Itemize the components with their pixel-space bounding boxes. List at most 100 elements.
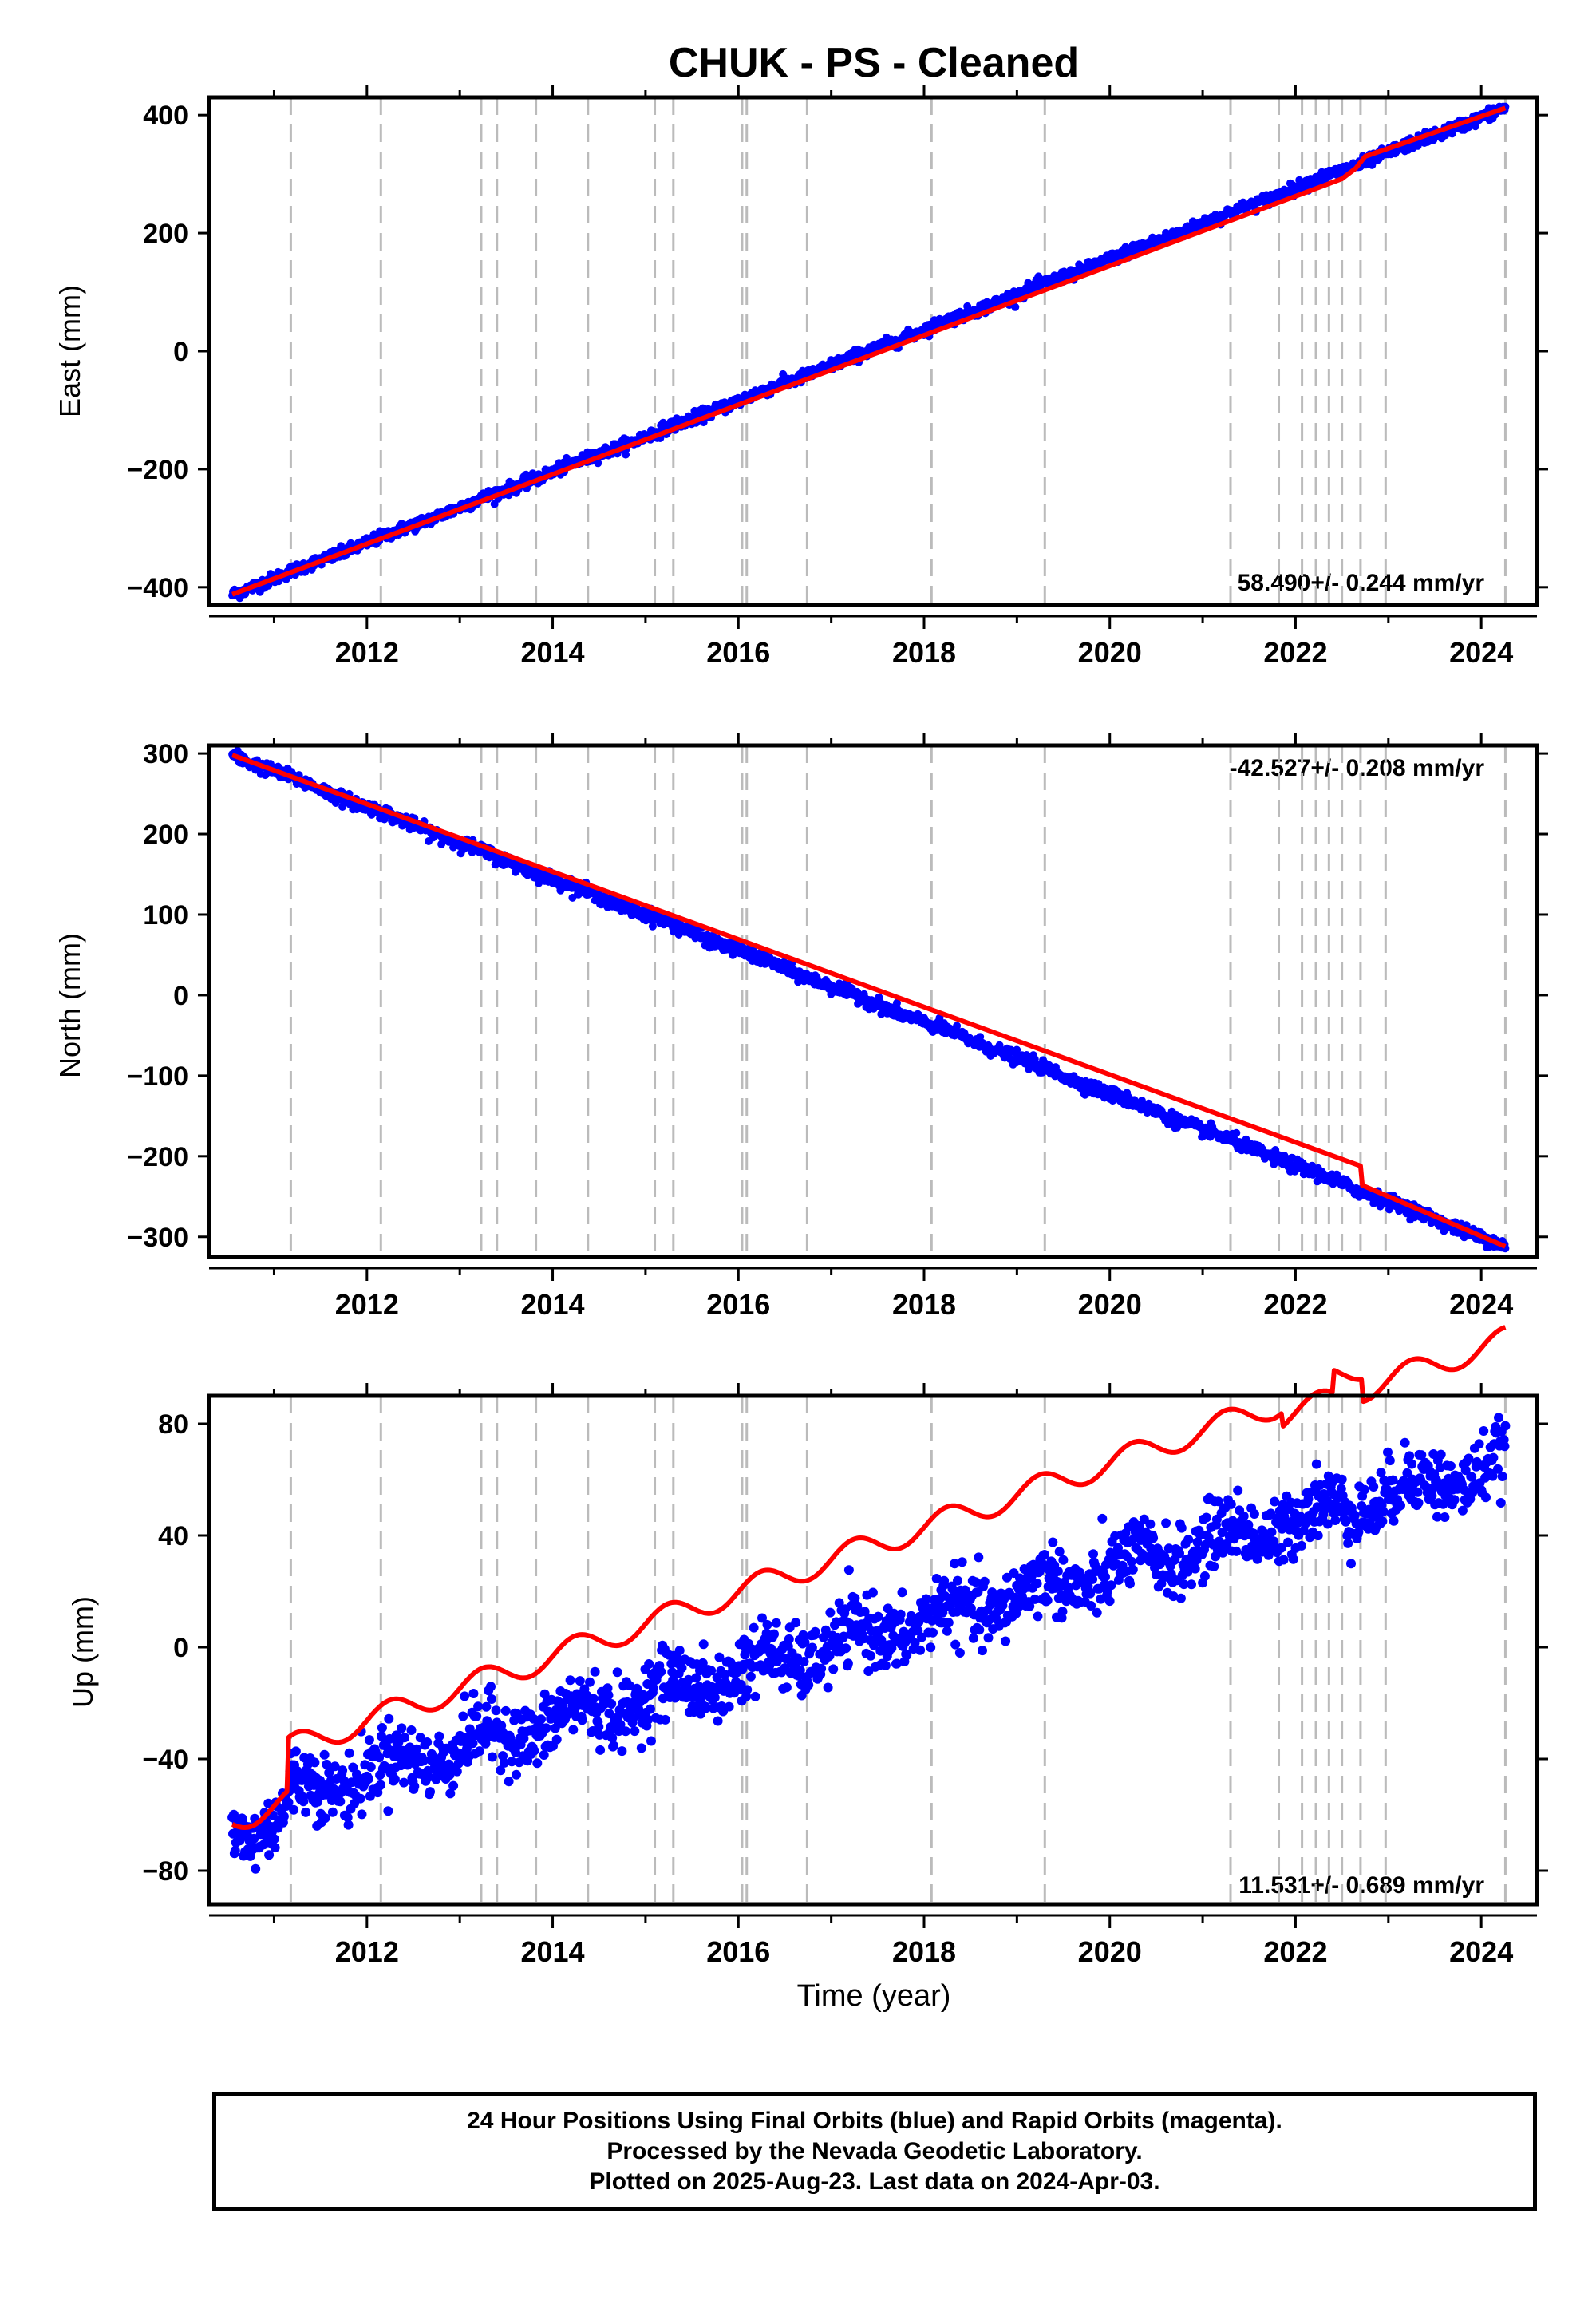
up-point (866, 1650, 876, 1661)
up-point (357, 1809, 367, 1820)
up-point (646, 1704, 655, 1714)
east-x-tick-label: 2016 (706, 636, 770, 669)
east-x-ticks: 2012 2014 2016 2018 2020 2022 2024 (209, 85, 1537, 669)
up-point (646, 1736, 656, 1746)
up-point (384, 1713, 394, 1724)
up-point (588, 1694, 598, 1704)
east-point (1448, 129, 1456, 138)
up-point (810, 1626, 820, 1637)
up-point (867, 1587, 878, 1598)
panel-east: East (mm) 58.490+/- 0.244 mm/yr −400−200… (53, 85, 1548, 669)
up-point (422, 1737, 433, 1747)
north-point (893, 998, 901, 1007)
up-point (749, 1622, 759, 1633)
up-point (575, 1676, 585, 1686)
north-point (648, 922, 657, 931)
up-point (251, 1863, 261, 1874)
up-point (279, 1812, 289, 1821)
up-point (1175, 1593, 1186, 1603)
up-point (841, 1643, 851, 1654)
up-point (953, 1575, 962, 1586)
up-point (1176, 1523, 1187, 1533)
up-point (617, 1746, 627, 1757)
north-point (1232, 1128, 1241, 1137)
up-point (843, 1658, 853, 1669)
up-point (843, 1565, 854, 1575)
chart-title: CHUK - PS - Cleaned (669, 40, 1079, 86)
up-point (364, 1735, 374, 1745)
east-y-axis-label: East (mm) (53, 285, 86, 417)
up-point (1100, 1571, 1110, 1582)
up-point (473, 1701, 484, 1712)
up-point (612, 1667, 622, 1678)
east-y-tick-label: 200 (143, 219, 188, 249)
up-point (1190, 1563, 1200, 1574)
up-point (536, 1714, 546, 1725)
up-point (1270, 1496, 1280, 1507)
north-x-tick-label: 2016 (706, 1288, 770, 1321)
up-point (374, 1753, 385, 1763)
up-point (1097, 1513, 1108, 1524)
up-point (656, 1666, 666, 1677)
north-point (953, 1022, 962, 1030)
north-y-tick-label: 200 (143, 820, 188, 850)
up-point (677, 1662, 687, 1673)
up-point (532, 1758, 543, 1769)
up-point (1183, 1535, 1194, 1545)
up-point (648, 1683, 658, 1694)
up-point (799, 1657, 809, 1666)
up-point (529, 1745, 539, 1756)
up-point (791, 1618, 801, 1628)
up-point (1057, 1607, 1068, 1617)
up-point (290, 1746, 301, 1757)
east-point (1471, 122, 1479, 131)
up-point (487, 1694, 496, 1704)
up-point (713, 1716, 723, 1726)
up-point (1145, 1519, 1156, 1529)
up-y-axis-label: Up (mm) (66, 1596, 99, 1708)
up-point (269, 1834, 279, 1844)
up-point (1231, 1546, 1242, 1556)
up-event-lines (289, 1396, 1507, 1904)
up-point (1201, 1512, 1211, 1523)
up-point (319, 1749, 330, 1760)
north-point (535, 879, 543, 887)
north-point (877, 1010, 886, 1018)
up-point (926, 1642, 936, 1653)
up-point (1148, 1533, 1159, 1543)
up-point (644, 1659, 654, 1669)
up-point (1042, 1595, 1053, 1606)
up-point (816, 1663, 827, 1674)
east-y-tick-label: 400 (143, 101, 188, 131)
up-data-points (227, 1413, 1511, 1874)
north-event-lines (289, 745, 1507, 1257)
up-point (590, 1666, 600, 1677)
up-point (310, 1757, 320, 1768)
north-y-axis-label: North (mm) (53, 933, 86, 1078)
up-point (784, 1634, 794, 1644)
up-point (979, 1576, 990, 1587)
up-point (698, 1639, 709, 1650)
up-point (1238, 1511, 1249, 1521)
panel-north: North (mm) -42.527+/- 0.208 mm/yr −300−2… (53, 733, 1548, 1321)
up-point (1092, 1607, 1102, 1618)
north-y-tick-label: −200 (127, 1142, 188, 1172)
east-model-line (231, 105, 1507, 597)
north-y-tick-label: −300 (127, 1223, 188, 1253)
up-point (1249, 1509, 1259, 1519)
up-point (895, 1609, 906, 1619)
up-point (807, 1642, 817, 1653)
up-point (320, 1813, 330, 1824)
up-point (974, 1625, 985, 1635)
up-point (487, 1752, 497, 1762)
up-point (400, 1733, 410, 1743)
up-point (1048, 1537, 1058, 1547)
up-point (335, 1796, 346, 1807)
up-point (289, 1804, 299, 1815)
up-point (983, 1633, 994, 1643)
up-point (327, 1807, 338, 1817)
east-x-tick-label: 2024 (1449, 636, 1513, 669)
up-point (397, 1723, 407, 1733)
up-point (762, 1619, 772, 1630)
